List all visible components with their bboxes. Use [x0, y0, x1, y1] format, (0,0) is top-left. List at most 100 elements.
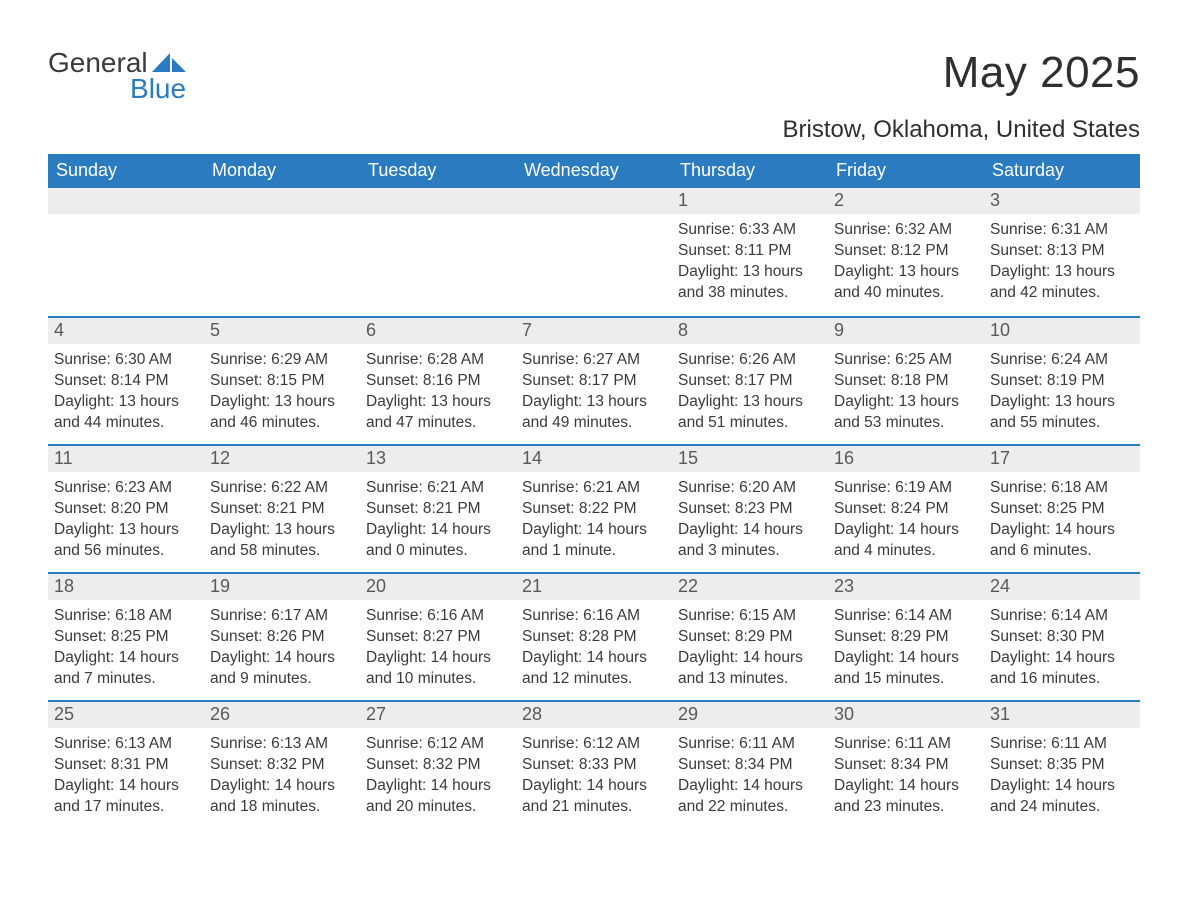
day-detail: Sunrise: 6:29 AMSunset: 8:15 PMDaylight:… — [204, 344, 360, 434]
weekday-header-row: SundayMondayTuesdayWednesdayThursdayFrid… — [48, 154, 1140, 188]
day-detail: Sunrise: 6:17 AMSunset: 8:26 PMDaylight:… — [204, 600, 360, 690]
day-cell-3: 3Sunrise: 6:31 AMSunset: 8:13 PMDaylight… — [984, 188, 1140, 316]
day-cell-empty — [48, 188, 204, 316]
day-number: 14 — [516, 446, 672, 472]
day-detail: Sunrise: 6:11 AMSunset: 8:34 PMDaylight:… — [672, 728, 828, 818]
day-detail: Sunrise: 6:20 AMSunset: 8:23 PMDaylight:… — [672, 472, 828, 562]
day-number: 10 — [984, 318, 1140, 344]
day-detail: Sunrise: 6:12 AMSunset: 8:33 PMDaylight:… — [516, 728, 672, 818]
day-detail: Sunrise: 6:16 AMSunset: 8:27 PMDaylight:… — [360, 600, 516, 690]
day-cell-26: 26Sunrise: 6:13 AMSunset: 8:32 PMDayligh… — [204, 702, 360, 828]
day-number: 30 — [828, 702, 984, 728]
weekday-friday: Friday — [828, 154, 984, 188]
week-row: 1Sunrise: 6:33 AMSunset: 8:11 PMDaylight… — [48, 188, 1140, 316]
day-number: 2 — [828, 188, 984, 214]
day-number: 8 — [672, 318, 828, 344]
day-number: 31 — [984, 702, 1140, 728]
day-detail: Sunrise: 6:27 AMSunset: 8:17 PMDaylight:… — [516, 344, 672, 434]
day-cell-16: 16Sunrise: 6:19 AMSunset: 8:24 PMDayligh… — [828, 446, 984, 572]
day-cell-empty — [516, 188, 672, 316]
day-detail: Sunrise: 6:25 AMSunset: 8:18 PMDaylight:… — [828, 344, 984, 434]
day-number: 24 — [984, 574, 1140, 600]
weekday-thursday: Thursday — [672, 154, 828, 188]
day-cell-24: 24Sunrise: 6:14 AMSunset: 8:30 PMDayligh… — [984, 574, 1140, 700]
day-number: 6 — [360, 318, 516, 344]
day-number: 28 — [516, 702, 672, 728]
day-number: 19 — [204, 574, 360, 600]
week-row: 11Sunrise: 6:23 AMSunset: 8:20 PMDayligh… — [48, 444, 1140, 572]
day-detail: Sunrise: 6:19 AMSunset: 8:24 PMDaylight:… — [828, 472, 984, 562]
week-row: 4Sunrise: 6:30 AMSunset: 8:14 PMDaylight… — [48, 316, 1140, 444]
day-detail: Sunrise: 6:32 AMSunset: 8:12 PMDaylight:… — [828, 214, 984, 304]
day-number: 16 — [828, 446, 984, 472]
day-cell-11: 11Sunrise: 6:23 AMSunset: 8:20 PMDayligh… — [48, 446, 204, 572]
day-cell-19: 19Sunrise: 6:17 AMSunset: 8:26 PMDayligh… — [204, 574, 360, 700]
day-detail: Sunrise: 6:24 AMSunset: 8:19 PMDaylight:… — [984, 344, 1140, 434]
weekday-saturday: Saturday — [984, 154, 1140, 188]
day-number: 4 — [48, 318, 204, 344]
day-cell-empty — [360, 188, 516, 316]
weekday-monday: Monday — [204, 154, 360, 188]
day-detail: Sunrise: 6:33 AMSunset: 8:11 PMDaylight:… — [672, 214, 828, 304]
day-detail: Sunrise: 6:23 AMSunset: 8:20 PMDaylight:… — [48, 472, 204, 562]
day-detail: Sunrise: 6:31 AMSunset: 8:13 PMDaylight:… — [984, 214, 1140, 304]
day-cell-10: 10Sunrise: 6:24 AMSunset: 8:19 PMDayligh… — [984, 318, 1140, 444]
day-detail: Sunrise: 6:11 AMSunset: 8:34 PMDaylight:… — [828, 728, 984, 818]
day-number: 15 — [672, 446, 828, 472]
day-number — [204, 188, 360, 214]
page-header: General Blue May 2025 Bristow, Oklahoma,… — [48, 48, 1140, 144]
day-number: 7 — [516, 318, 672, 344]
day-detail: Sunrise: 6:15 AMSunset: 8:29 PMDaylight:… — [672, 600, 828, 690]
location-subtitle: Bristow, Oklahoma, United States — [783, 116, 1141, 144]
day-detail: Sunrise: 6:13 AMSunset: 8:32 PMDaylight:… — [204, 728, 360, 818]
day-cell-30: 30Sunrise: 6:11 AMSunset: 8:34 PMDayligh… — [828, 702, 984, 828]
day-number: 21 — [516, 574, 672, 600]
day-detail: Sunrise: 6:26 AMSunset: 8:17 PMDaylight:… — [672, 344, 828, 434]
day-number: 1 — [672, 188, 828, 214]
day-number — [48, 188, 204, 214]
day-number: 27 — [360, 702, 516, 728]
day-detail: Sunrise: 6:11 AMSunset: 8:35 PMDaylight:… — [984, 728, 1140, 818]
day-cell-6: 6Sunrise: 6:28 AMSunset: 8:16 PMDaylight… — [360, 318, 516, 444]
day-number: 3 — [984, 188, 1140, 214]
day-number: 25 — [48, 702, 204, 728]
weekday-wednesday: Wednesday — [516, 154, 672, 188]
calendar-weeks: 1Sunrise: 6:33 AMSunset: 8:11 PMDaylight… — [48, 188, 1140, 828]
day-detail: Sunrise: 6:22 AMSunset: 8:21 PMDaylight:… — [204, 472, 360, 562]
day-number: 18 — [48, 574, 204, 600]
day-cell-18: 18Sunrise: 6:18 AMSunset: 8:25 PMDayligh… — [48, 574, 204, 700]
calendar: SundayMondayTuesdayWednesdayThursdayFrid… — [48, 154, 1140, 828]
day-number — [516, 188, 672, 214]
day-number: 17 — [984, 446, 1140, 472]
day-detail: Sunrise: 6:18 AMSunset: 8:25 PMDaylight:… — [984, 472, 1140, 562]
logo-word-blue: Blue — [48, 75, 186, 103]
day-number: 26 — [204, 702, 360, 728]
day-detail: Sunrise: 6:28 AMSunset: 8:16 PMDaylight:… — [360, 344, 516, 434]
day-cell-21: 21Sunrise: 6:16 AMSunset: 8:28 PMDayligh… — [516, 574, 672, 700]
day-number: 29 — [672, 702, 828, 728]
day-number: 13 — [360, 446, 516, 472]
day-cell-13: 13Sunrise: 6:21 AMSunset: 8:21 PMDayligh… — [360, 446, 516, 572]
day-cell-31: 31Sunrise: 6:11 AMSunset: 8:35 PMDayligh… — [984, 702, 1140, 828]
day-cell-9: 9Sunrise: 6:25 AMSunset: 8:18 PMDaylight… — [828, 318, 984, 444]
day-cell-8: 8Sunrise: 6:26 AMSunset: 8:17 PMDaylight… — [672, 318, 828, 444]
week-row: 18Sunrise: 6:18 AMSunset: 8:25 PMDayligh… — [48, 572, 1140, 700]
logo: General Blue — [48, 48, 186, 103]
day-cell-5: 5Sunrise: 6:29 AMSunset: 8:15 PMDaylight… — [204, 318, 360, 444]
day-cell-27: 27Sunrise: 6:12 AMSunset: 8:32 PMDayligh… — [360, 702, 516, 828]
day-cell-29: 29Sunrise: 6:11 AMSunset: 8:34 PMDayligh… — [672, 702, 828, 828]
day-detail: Sunrise: 6:18 AMSunset: 8:25 PMDaylight:… — [48, 600, 204, 690]
day-detail: Sunrise: 6:21 AMSunset: 8:22 PMDaylight:… — [516, 472, 672, 562]
day-detail: Sunrise: 6:13 AMSunset: 8:31 PMDaylight:… — [48, 728, 204, 818]
weekday-tuesday: Tuesday — [360, 154, 516, 188]
day-number: 5 — [204, 318, 360, 344]
week-row: 25Sunrise: 6:13 AMSunset: 8:31 PMDayligh… — [48, 700, 1140, 828]
day-cell-14: 14Sunrise: 6:21 AMSunset: 8:22 PMDayligh… — [516, 446, 672, 572]
day-cell-17: 17Sunrise: 6:18 AMSunset: 8:25 PMDayligh… — [984, 446, 1140, 572]
day-cell-1: 1Sunrise: 6:33 AMSunset: 8:11 PMDaylight… — [672, 188, 828, 316]
day-number: 11 — [48, 446, 204, 472]
day-number: 20 — [360, 574, 516, 600]
logo-text: General Blue — [48, 48, 186, 103]
day-detail: Sunrise: 6:16 AMSunset: 8:28 PMDaylight:… — [516, 600, 672, 690]
day-detail: Sunrise: 6:30 AMSunset: 8:14 PMDaylight:… — [48, 344, 204, 434]
